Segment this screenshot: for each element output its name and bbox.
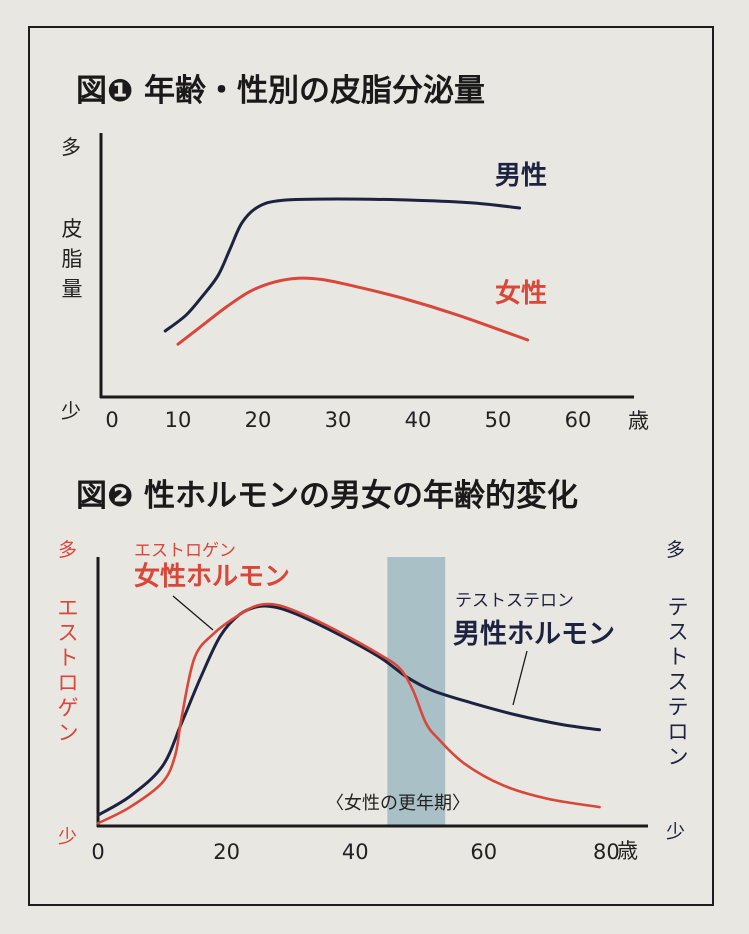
- chart-2-line-female: [96, 602, 601, 825]
- c2-left-label-char: ロ: [58, 671, 79, 695]
- chart-1-x-tick-label: 10: [165, 408, 192, 432]
- chart-1-y-axis-label-char: 量: [62, 277, 83, 301]
- chart-1-x-tick-label: 60: [565, 408, 592, 432]
- chart-2-right-bottom-label: 少: [666, 821, 685, 843]
- chart-1-x-axis-label: 歳: [628, 409, 649, 433]
- c2-right-label-char: テ: [668, 695, 689, 719]
- chart-2-left-axis-label: エストロゲン: [58, 596, 79, 745]
- chart-1-title: 図❶ 年齢・性別の皮脂分泌量: [76, 73, 485, 109]
- c2-left-label-char: ン: [58, 721, 79, 745]
- c2-right-label-char: テ: [668, 595, 689, 619]
- c2-right-label-char: ス: [668, 670, 689, 694]
- chart-1-x-tick-label: 50: [485, 408, 512, 432]
- c2-right-label-char: ロ: [668, 720, 689, 744]
- chart-2-x-tick-label: 0: [91, 840, 104, 864]
- c2-left-label-char: エ: [58, 596, 79, 620]
- chart-1: 図❶ 年齢・性別の皮脂分泌量 多 少 皮脂量 0 10 20 30 40 50 60 歳 男…: [61, 73, 649, 433]
- chart-2-x-tick-label: 40: [342, 840, 369, 864]
- chart-1-x-tick-label: 30: [325, 408, 352, 432]
- chart-1-x-tick-label: 0: [105, 408, 118, 432]
- chart-2-female-leader-line: [172, 595, 214, 631]
- chart-1-line-female: [176, 276, 530, 346]
- chart-2-x-tick-label: 20: [213, 840, 240, 864]
- c2-right-label-char: ン: [668, 745, 689, 769]
- chart-2-left-bottom-label: 少: [58, 826, 77, 848]
- chart-1-legend-male: 男性: [495, 161, 547, 191]
- chart-1-y-axis-label-char: 脂: [62, 247, 83, 271]
- chart-2-x-tick-label: 80: [593, 840, 620, 864]
- chart-2-female-sub-label: エストロゲン: [134, 541, 236, 561]
- c2-left-label-char: ス: [58, 621, 79, 645]
- chart-1-x-tick-label: 40: [405, 408, 432, 432]
- chart-2-title: 図❷ 性ホルモンの男女の年齢的変化: [76, 478, 578, 514]
- chart-1-line-male: [163, 197, 522, 333]
- chart-2-band-label: 〈女性の更年期〉: [326, 793, 470, 814]
- chart-2-right-axis-label: テストステロン: [668, 595, 689, 769]
- chart-1-legend-female: 女性: [495, 278, 547, 309]
- chart-2-right-top-label: 多: [666, 539, 685, 561]
- chart-2: 図❷ 性ホルモンの男女の年齢的変化 多 少 多 少 エストロゲン テストステロン…: [58, 478, 689, 864]
- chart-2-male-leader-line: [512, 650, 528, 706]
- figure-frame: [28, 26, 714, 906]
- chart-1-y-top-label: 多: [61, 135, 81, 159]
- chart-1-y-axis-label: 皮脂量: [62, 217, 83, 301]
- chart-2-x-axis-label: 歳: [617, 839, 638, 863]
- c2-right-label-char: ト: [668, 645, 689, 669]
- chart-2-female-main-label: 女性ホルモン: [134, 561, 290, 592]
- chart-1-y-bottom-label: 少: [61, 399, 81, 423]
- chart-2-male-sub-label: テストステロン: [455, 591, 574, 611]
- chart-2-left-top-label: 多: [58, 539, 77, 561]
- c2-right-label-char: ス: [668, 620, 689, 644]
- chart-1-y-axis-label-char: 皮: [62, 217, 83, 241]
- chart-2-male-main-label: 男性ホルモン: [453, 619, 615, 650]
- c2-left-label-char: ト: [58, 646, 79, 670]
- chart-2-x-tick-label: 60: [470, 840, 497, 864]
- c2-left-label-char: ゲ: [58, 696, 79, 720]
- chart-1-x-tick-label: 20: [245, 408, 272, 432]
